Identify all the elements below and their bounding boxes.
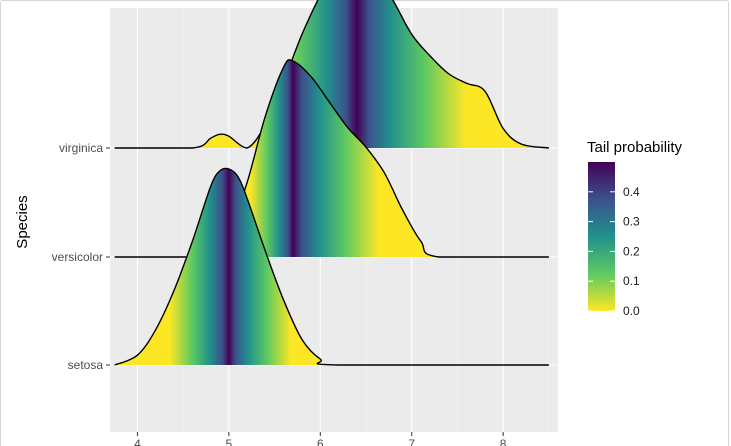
- y-axis: setosa versicolor virginica: [52, 141, 110, 372]
- x-tick-label: 5: [226, 437, 233, 446]
- ridges: [114, 0, 550, 366]
- y-tick-label-versicolor: versicolor: [52, 250, 103, 264]
- x-axis: 4 5 6 7 8: [134, 432, 507, 446]
- legend-title: Tail probability: [587, 139, 683, 156]
- legend-tick-label: 0.3: [623, 215, 640, 229]
- x-tick-label: 7: [408, 437, 415, 446]
- y-axis-title: Species: [14, 195, 31, 248]
- ridge-virginica: [114, 0, 550, 149]
- legend-tick-label: 0.1: [623, 274, 640, 288]
- x-tick-label: 8: [500, 437, 507, 446]
- ridge-outline-setosa: [114, 167, 549, 366]
- x-tick-label: 4: [134, 437, 141, 446]
- ridge-fill-versicolor: [114, 59, 549, 257]
- legend-tick-label: 0.4: [623, 185, 640, 199]
- x-tick-label: 6: [317, 437, 324, 446]
- ridge-outline-virginica: [114, 0, 550, 149]
- ridge-setosa: [114, 167, 549, 366]
- legend-colorbar: [588, 162, 615, 311]
- y-tick-label-setosa: setosa: [68, 358, 104, 372]
- y-tick-label-virginica: virginica: [59, 141, 103, 155]
- legend-tick-label: 0.0: [623, 304, 640, 318]
- ridge-fill-setosa: [114, 168, 549, 365]
- ridge-fill-virginica: [114, 0, 549, 148]
- legend-tick-label: 0.2: [623, 244, 640, 258]
- legend: Tail probability 0.0 0.1 0.2 0.3 0.4: [587, 139, 683, 318]
